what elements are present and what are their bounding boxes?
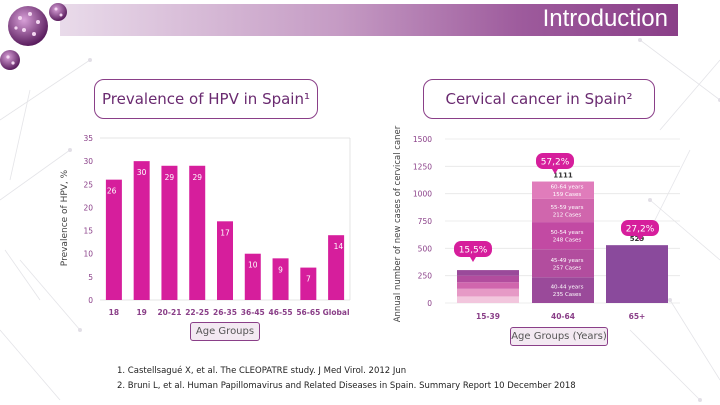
left-x-tick-label: 46-55 (269, 308, 293, 317)
hpv-prevalence-section-title: Prevalence of HPV in Spain¹ (94, 79, 318, 119)
virus-illustration-icon (0, 3, 67, 70)
left-y-tick-label: 35 (83, 134, 93, 143)
left-y-tick-label: 25 (83, 180, 93, 189)
right-segment-label: 212 Cases (553, 213, 582, 219)
left-bar-20-21 (161, 165, 178, 300)
right-y-tick-label: 500 (418, 244, 433, 253)
left-bar-Global (328, 235, 345, 300)
left-bar-22-25 (189, 165, 206, 300)
right-y-tick-label: 1250 (413, 162, 432, 171)
left-bar-36-45 (244, 253, 261, 300)
right-segment-label: 257 Cases (553, 265, 582, 271)
right-bar-segment (606, 245, 668, 303)
left-x-tick-label: 20-21 (157, 308, 181, 317)
right-bar-segment (457, 282, 519, 289)
right-x-axis-title: Age Groups (Years) (510, 327, 608, 346)
left-bar-46-55 (272, 258, 289, 300)
reference-2: 2. Bruni L, et al. Human Papillomavirus … (117, 381, 576, 391)
left-x-tick-label: 56-65 (296, 308, 320, 317)
reference-1: 1. Castellsagué X, et al. The CLEOPATRE … (117, 366, 407, 376)
left-y-tick-label: 15 (83, 227, 93, 236)
header-bar (60, 4, 678, 36)
slide-title: Introduction (542, 5, 668, 32)
right-total-label: 529 (630, 235, 645, 243)
right-callout-label: 27,2% (626, 225, 655, 235)
left-bar-value-label: 29 (192, 173, 202, 182)
right-callout-65+: 27,2% (621, 220, 659, 241)
right-y-tick-label: 1000 (413, 190, 432, 199)
right-bar-segment (457, 296, 519, 303)
left-bar-value-label: 10 (248, 261, 258, 270)
right-y-tick-label: 750 (418, 217, 433, 226)
right-callout-label: 57,2% (541, 158, 570, 168)
right-segment-label: 45-49 years (551, 258, 584, 264)
right-x-tick-label: 15-39 (476, 312, 500, 321)
left-y-tick-label: 5 (88, 273, 93, 282)
left-y-tick-label: 0 (88, 296, 93, 305)
right-bar-segment (457, 288, 519, 297)
right-bar-segment (532, 181, 594, 199)
left-bar-value-label: 30 (137, 168, 147, 177)
left-bar-56-65 (300, 267, 317, 300)
right-bar-segment (532, 222, 594, 250)
left-x-tick-label: 18 (109, 308, 119, 317)
right-bar-segment (532, 198, 594, 223)
right-segment-label: 235 Cases (553, 292, 582, 298)
right-segment-label: 248 Cases (553, 238, 582, 244)
right-segment-label: 159 Cases (553, 192, 582, 198)
left-y-tick-label: 10 (83, 250, 93, 259)
left-bar-26-35 (217, 221, 233, 300)
left-y-tick-label: 30 (83, 157, 93, 166)
left-bar-value-label: 17 (220, 228, 230, 237)
right-bar-segment (532, 277, 594, 303)
left-bar-19 (133, 161, 150, 300)
left-bar-value-label: 14 (334, 242, 344, 251)
right-segment-label: 50-54 years (551, 230, 584, 236)
right-bar-segment (457, 270, 519, 276)
left-bar-value-label: 7 (306, 275, 311, 284)
right-y-axis-title: Annual number of new cases of cervical c… (393, 125, 403, 322)
right-segment-label: 60-64 years (551, 185, 584, 191)
right-y-tick-label: 1500 (413, 135, 432, 144)
left-x-tick-label: 26-35 (213, 308, 237, 317)
right-x-tick-label: 40-64 (551, 312, 575, 321)
left-y-axis-title: Prevalence of HPV, % (60, 169, 70, 266)
left-bar-18 (105, 179, 122, 300)
right-callout-40-64: 57,2% (536, 153, 574, 174)
right-segment-label: 55-59 years (551, 205, 584, 211)
left-bar-value-label: 29 (165, 173, 175, 182)
left-x-axis-title: Age Groups (190, 322, 260, 341)
left-x-tick-label: 36-45 (241, 308, 265, 317)
cervical-cancer-section-title: Cervical cancer in Spain² (423, 79, 655, 119)
right-bar-segment (457, 275, 519, 283)
left-x-tick-label: Global (323, 308, 350, 317)
left-x-tick-label: 22-25 (185, 308, 209, 317)
right-y-tick-label: 0 (427, 299, 432, 308)
right-callout-15-39: 15,5% (454, 241, 492, 262)
right-callout-label: 15,5% (459, 246, 488, 256)
left-bar-value-label: 26 (107, 187, 117, 196)
left-y-tick-label: 20 (83, 203, 93, 212)
right-x-tick-label: 65+ (629, 312, 646, 321)
left-x-tick-label: 19 (136, 308, 146, 317)
right-total-label: 1111 (553, 172, 573, 180)
right-bar-segment (532, 249, 594, 278)
right-y-tick-label: 250 (418, 272, 433, 281)
left-bar-value-label: 9 (278, 265, 283, 274)
right-segment-label: 40-44 years (551, 285, 584, 291)
